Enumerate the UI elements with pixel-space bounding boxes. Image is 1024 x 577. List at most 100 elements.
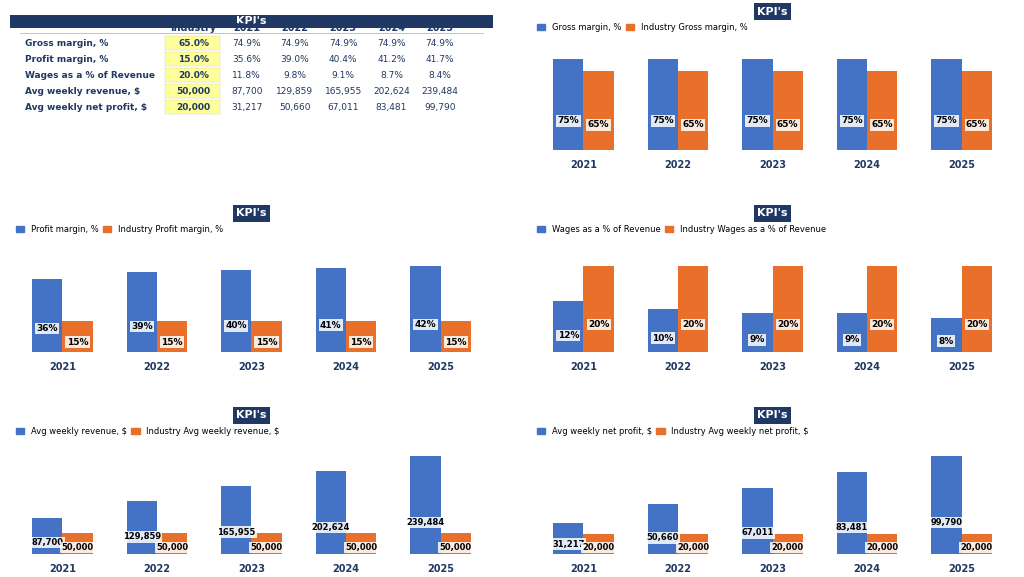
Legend: Profit margin, %, Industry Profit margin, %: Profit margin, %, Industry Profit margin… <box>14 223 225 235</box>
Bar <box>678 71 709 150</box>
Text: Avg weekly net profit, $: Avg weekly net profit, $ <box>25 103 146 112</box>
Text: 83,481: 83,481 <box>376 103 408 112</box>
Text: 15%: 15% <box>350 338 372 347</box>
Bar <box>553 523 584 554</box>
Text: 15%: 15% <box>444 338 466 347</box>
Bar <box>678 534 709 554</box>
Text: 20,000: 20,000 <box>583 543 614 552</box>
Bar <box>867 71 897 150</box>
FancyBboxPatch shape <box>165 36 219 50</box>
Text: 165,955: 165,955 <box>325 87 361 96</box>
Bar <box>157 321 187 352</box>
Text: 42%: 42% <box>415 320 436 329</box>
Text: 15.0%: 15.0% <box>178 55 209 64</box>
Bar <box>157 533 187 554</box>
Text: 239,484: 239,484 <box>407 518 444 527</box>
Text: 9.8%: 9.8% <box>284 71 306 80</box>
Text: 10%: 10% <box>652 334 674 343</box>
Text: 39.0%: 39.0% <box>281 55 309 64</box>
Bar <box>772 267 803 352</box>
Bar <box>346 321 376 352</box>
Text: 12%: 12% <box>558 331 580 340</box>
Text: 50,660: 50,660 <box>280 103 310 112</box>
Text: 8.4%: 8.4% <box>428 71 451 80</box>
Text: 8%: 8% <box>939 336 954 346</box>
Bar <box>221 271 252 352</box>
Text: 65%: 65% <box>777 120 799 129</box>
Text: 65%: 65% <box>966 120 987 129</box>
Text: 20%: 20% <box>588 320 609 329</box>
Text: 15%: 15% <box>67 338 88 347</box>
Text: 50,000: 50,000 <box>61 543 93 552</box>
Bar <box>772 534 803 554</box>
Text: 65%: 65% <box>871 120 893 129</box>
Title: KPI's: KPI's <box>237 208 266 219</box>
Bar <box>962 534 992 554</box>
Text: 65%: 65% <box>588 120 609 129</box>
Text: 67,011: 67,011 <box>328 103 358 112</box>
Bar <box>32 518 62 554</box>
Text: 83,481: 83,481 <box>836 523 868 532</box>
Text: 20,000: 20,000 <box>866 543 898 552</box>
Bar <box>837 313 867 352</box>
Bar <box>584 267 613 352</box>
Text: 9%: 9% <box>750 335 765 344</box>
Text: 74.9%: 74.9% <box>281 39 309 48</box>
FancyBboxPatch shape <box>165 53 219 66</box>
Title: KPI's: KPI's <box>758 410 787 420</box>
Legend: Gross margin, %, Industry Gross margin, %: Gross margin, %, Industry Gross margin, … <box>536 21 750 34</box>
Bar <box>252 533 282 554</box>
Text: 75%: 75% <box>841 117 863 125</box>
Bar <box>411 267 440 352</box>
Bar <box>62 533 92 554</box>
Text: Wages as a % of Revenue: Wages as a % of Revenue <box>25 71 155 80</box>
Bar <box>440 533 471 554</box>
FancyBboxPatch shape <box>165 68 219 82</box>
Text: 129,859: 129,859 <box>276 87 313 96</box>
FancyBboxPatch shape <box>10 14 493 28</box>
Text: 202,624: 202,624 <box>311 523 350 532</box>
Text: 50,000: 50,000 <box>439 543 472 552</box>
Bar <box>867 534 897 554</box>
Text: 15%: 15% <box>162 338 183 347</box>
Text: 20,000: 20,000 <box>772 543 804 552</box>
Text: 99,790: 99,790 <box>424 103 456 112</box>
Text: 50,000: 50,000 <box>176 87 211 96</box>
Text: 75%: 75% <box>936 117 957 125</box>
Text: 87,700: 87,700 <box>230 87 262 96</box>
Bar <box>932 318 962 352</box>
Text: 2022: 2022 <box>282 23 308 33</box>
Text: 9%: 9% <box>844 335 859 344</box>
Text: 75%: 75% <box>652 117 674 125</box>
Text: 41.7%: 41.7% <box>425 55 454 64</box>
Text: 74.9%: 74.9% <box>377 39 406 48</box>
Bar <box>32 279 62 352</box>
FancyBboxPatch shape <box>165 100 219 114</box>
Text: 50,000: 50,000 <box>156 543 188 552</box>
Text: 129,859: 129,859 <box>123 533 161 541</box>
Text: Profit margin, %: Profit margin, % <box>25 55 109 64</box>
Text: 20.0%: 20.0% <box>178 71 209 80</box>
Text: 20,000: 20,000 <box>176 103 211 112</box>
Title: KPI's: KPI's <box>758 208 787 219</box>
Text: 75%: 75% <box>746 117 768 125</box>
Text: 8.7%: 8.7% <box>380 71 402 80</box>
Text: 50,660: 50,660 <box>647 534 679 542</box>
Text: 2023: 2023 <box>330 23 356 33</box>
Bar <box>584 71 613 150</box>
Text: 20%: 20% <box>682 320 703 329</box>
Text: 15%: 15% <box>256 338 278 347</box>
Bar <box>932 455 962 554</box>
Bar <box>221 486 252 554</box>
Bar <box>772 71 803 150</box>
Bar <box>553 301 584 352</box>
Text: Avg weekly revenue, $: Avg weekly revenue, $ <box>25 87 140 96</box>
Bar <box>962 267 992 352</box>
Bar <box>837 471 867 554</box>
Text: 87,700: 87,700 <box>32 538 63 547</box>
Bar <box>648 504 678 554</box>
Legend: Avg weekly net profit, $, Industry Avg weekly net profit, $: Avg weekly net profit, $, Industry Avg w… <box>536 425 811 437</box>
Text: 41.2%: 41.2% <box>377 55 406 64</box>
Bar <box>962 71 992 150</box>
Text: 2024: 2024 <box>378 23 404 33</box>
